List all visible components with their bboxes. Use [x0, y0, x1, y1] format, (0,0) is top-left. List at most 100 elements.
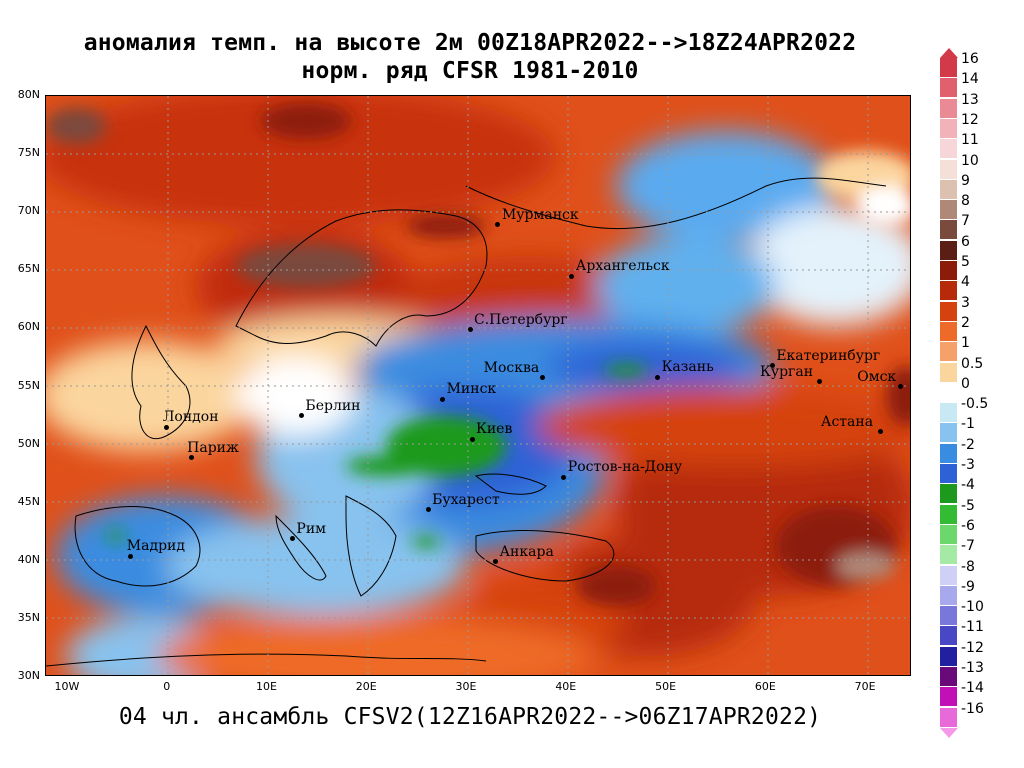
city-marker	[877, 429, 883, 435]
legend-swatch	[940, 443, 957, 464]
legend-swatch	[940, 362, 957, 383]
legend-label: 5	[961, 254, 970, 270]
legend-label: 14	[961, 71, 979, 88]
city-label: Курган	[760, 363, 814, 380]
city-label: Берлин	[305, 397, 361, 414]
legend-label: -1	[961, 416, 975, 433]
color-legend: 16 14 13 12 11 10 9 8 7 6 5 4 3 2 1 0.5 0 -0.5 -1 -2 -3 -4 -5 -…	[940, 48, 1024, 738]
legend-swatch	[940, 78, 957, 99]
legend-label: -2	[961, 436, 975, 453]
city-label: Екатеринбург	[776, 347, 881, 364]
legend-swatch	[940, 200, 957, 221]
legend-swatch	[940, 565, 957, 586]
latitude-label: 70N	[17, 204, 40, 218]
black-sea-coast	[474, 473, 547, 495]
city-label: Москва	[483, 359, 540, 376]
legend-label: 6	[961, 233, 970, 250]
legend-label: -4	[961, 477, 975, 494]
legend-label: -12	[961, 639, 984, 656]
anatolia-coast	[475, 530, 615, 582]
anomaly-cores	[46, 103, 910, 606]
legend-swatch	[940, 504, 957, 525]
city-marker	[440, 396, 446, 402]
city-marker	[128, 553, 134, 559]
map-subtitle: норм. ряд CFSR 1981-2010	[301, 58, 639, 84]
city-marker	[495, 222, 501, 228]
legend-label: -10	[961, 599, 984, 616]
legend-label: -9	[961, 578, 975, 595]
legend-swatch	[940, 261, 957, 281]
legend-label: 13	[961, 91, 979, 108]
legend-swatch	[940, 403, 957, 424]
longitude-label: 50E	[655, 680, 677, 693]
legend-label: -0.5	[961, 396, 989, 413]
legend-swatch	[940, 545, 957, 566]
map-title: аномалия темп. на высоте 2м 00Z18APR2022…	[83, 30, 857, 56]
legend-label: -5	[961, 497, 975, 514]
iberia-coast	[74, 506, 201, 587]
city-label: Архангельск	[575, 258, 670, 275]
legend-swatch	[940, 342, 957, 363]
city-label: Лондон	[162, 409, 219, 426]
legend-swatch	[940, 484, 957, 505]
legend-swatch	[940, 159, 957, 180]
arctic-coast	[465, 177, 887, 230]
coastlines	[46, 177, 887, 667]
city-marker	[188, 455, 194, 461]
legend-label: -13	[961, 660, 984, 676]
legend-swatch	[940, 606, 957, 627]
legend-label: 16	[961, 51, 979, 67]
longitude-label: 40E	[555, 680, 577, 693]
british-isles-coast	[131, 324, 191, 440]
latitude-label: 75N	[17, 146, 40, 160]
legend-label: 2	[961, 314, 970, 331]
legend-swatch	[940, 220, 957, 241]
legend-label: 1	[961, 335, 970, 352]
legend-label: -3	[961, 457, 975, 473]
city-label: Рим	[296, 520, 327, 537]
city-label: С.Петербург	[474, 311, 568, 328]
legend-label: 12	[961, 111, 979, 128]
city-label: Париж	[187, 439, 239, 456]
legend-swatch	[940, 707, 957, 728]
ensemble-caption: 04 чл. ансамбль CFSV2(12Z16APR2022-->06Z…	[118, 704, 822, 730]
legend-label: -11	[961, 619, 984, 636]
legend-label: -8	[961, 558, 975, 575]
longitude-label: 60E	[754, 680, 776, 693]
graticule	[46, 96, 910, 675]
city-label: Мадрид	[126, 538, 186, 555]
longitude-label: 10W	[54, 680, 80, 693]
anomaly-regions	[46, 96, 910, 675]
longitude-label: 30E	[455, 680, 477, 693]
legend-label: -6	[961, 517, 975, 534]
legend-label: 0.5	[961, 355, 984, 372]
legend-swatch	[940, 646, 957, 667]
legend-swatch	[940, 139, 957, 160]
city-marker	[289, 536, 295, 542]
legend-swatch	[940, 118, 957, 139]
city-label: Бухарест	[432, 491, 500, 508]
legend-label: 9	[961, 172, 970, 189]
anomaly-field	[46, 96, 910, 675]
temperature-anomaly-map: Мурманск Архангельск С.Петербург Москва Каза…	[45, 95, 911, 676]
city-marker	[816, 379, 822, 385]
legend-swatch	[940, 585, 957, 606]
legend-label: 3	[961, 294, 970, 311]
latitude-label: 65N	[17, 262, 40, 276]
legend-min-arrow	[940, 727, 958, 738]
city-label: Омск	[857, 368, 897, 385]
city-marker	[569, 273, 575, 279]
legend-label: 10	[961, 152, 979, 169]
latitude-label: 80N	[17, 88, 40, 101]
balkans-coast	[345, 495, 397, 597]
legend-swatch	[940, 301, 957, 322]
longitude-label: 70E	[854, 680, 876, 693]
city-marker	[561, 474, 567, 480]
legend-label: 7	[961, 213, 970, 230]
legend-swatch	[940, 58, 957, 78]
city-label: Анкара	[499, 543, 554, 560]
latitude-label: 35N	[17, 610, 40, 624]
latitude-label: 30N	[17, 669, 40, 682]
latitude-label: 40N	[17, 552, 40, 566]
legend-label: 11	[961, 132, 979, 149]
